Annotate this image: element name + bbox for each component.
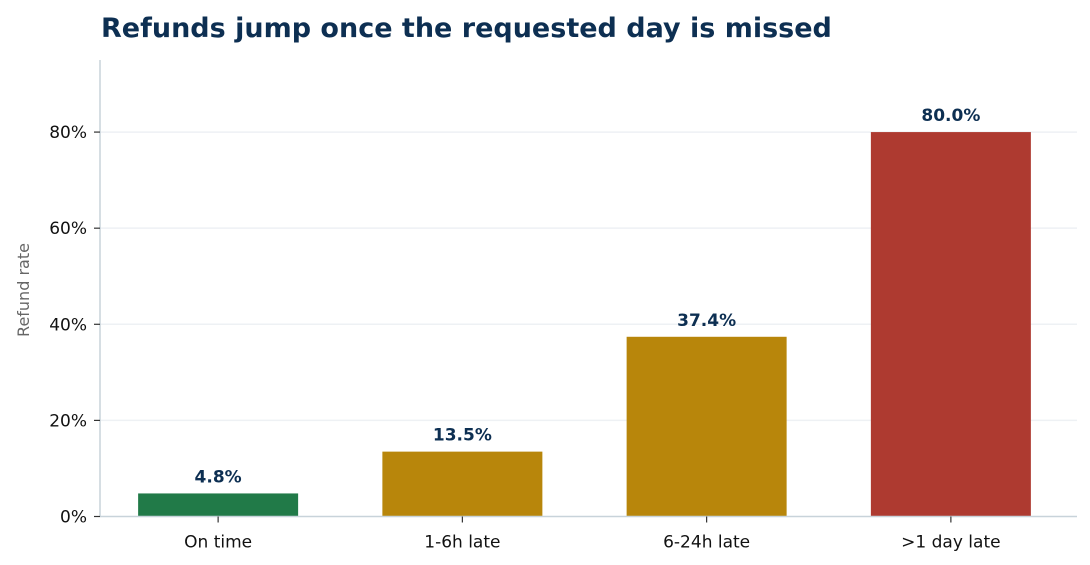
y-tick-label: 0% [60, 508, 87, 528]
chart-title: Refunds jump once the requested day is m… [101, 13, 832, 44]
bar [382, 451, 543, 517]
bar [870, 132, 1031, 517]
x-tick-label: On time [184, 533, 252, 553]
data-label: 4.8% [195, 467, 242, 487]
x-ticks: On time 1-6h late 6-24h late >1 day late [184, 516, 1001, 553]
data-label: 80.0% [921, 106, 980, 126]
data-label: 13.5% [433, 426, 492, 446]
x-tick-label: 1-6h late [424, 533, 500, 553]
x-tick-label: >1 day late [901, 533, 1000, 553]
y-tick-label: 40% [49, 315, 87, 335]
y-tick-label: 60% [49, 219, 87, 239]
y-tick-label: 20% [49, 411, 87, 431]
x-tick-label: 6-24h late [663, 533, 750, 553]
bar [626, 336, 787, 517]
y-axis-label: Refund rate [14, 243, 33, 337]
bar [138, 493, 299, 517]
y-tick-label: 80% [49, 123, 87, 143]
data-label: 37.4% [677, 311, 736, 331]
bars [138, 132, 1031, 517]
data-labels: 4.8% 13.5% 37.4% 80.0% [195, 106, 981, 487]
y-ticks: 0% 20% 40% 60% 80% [49, 123, 100, 528]
axes [99, 60, 1077, 518]
